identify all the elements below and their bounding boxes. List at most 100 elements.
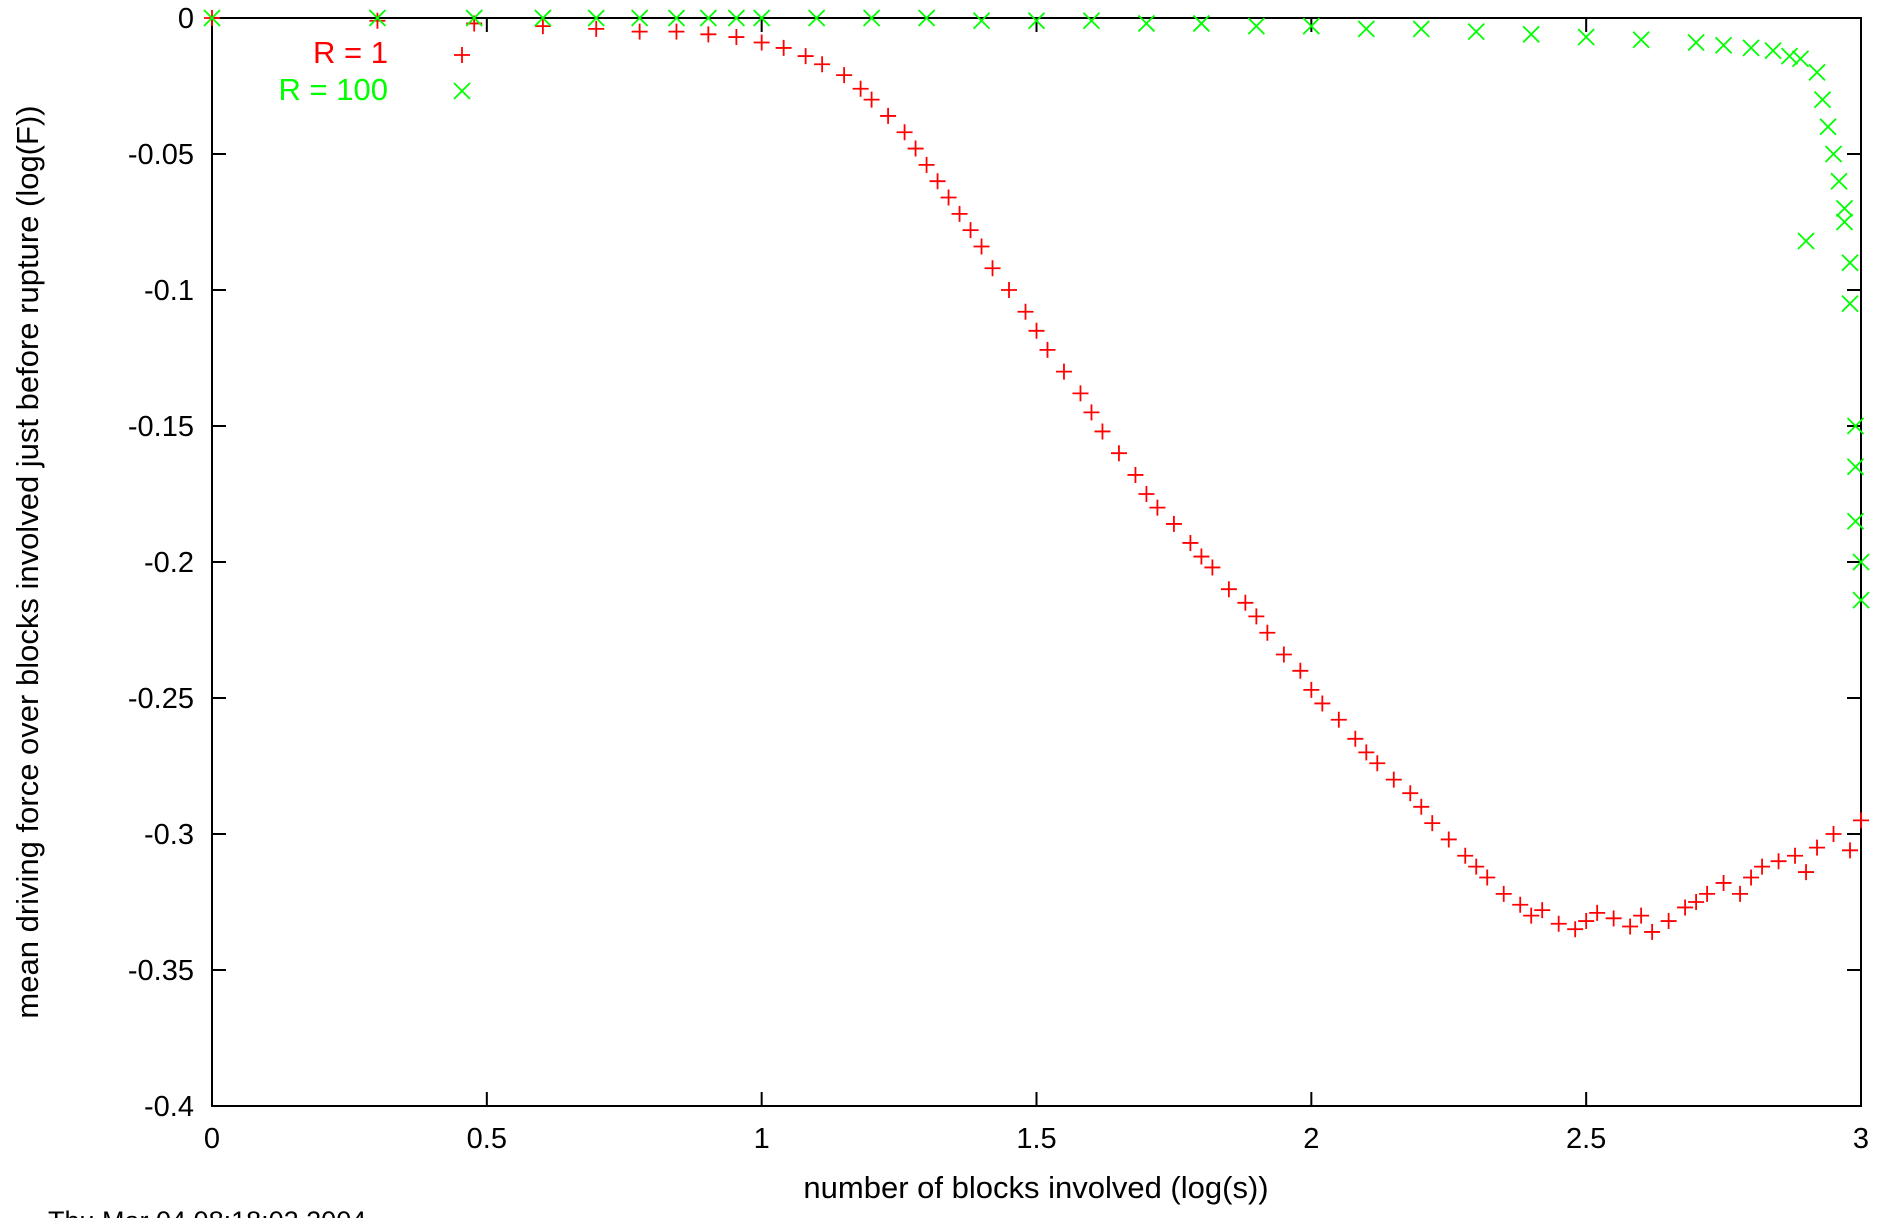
data-point: [1819, 118, 1837, 136]
data-point: [1192, 14, 1211, 33]
data-point: [917, 9, 936, 27]
data-point: [814, 56, 831, 73]
data-point: [1841, 254, 1859, 272]
data-point: [1495, 885, 1512, 902]
y-tick-label: -0.2: [144, 547, 194, 579]
data-point: [1259, 624, 1276, 641]
data-point: [1193, 548, 1210, 565]
data-point: [1534, 902, 1551, 919]
data-point: [1808, 63, 1826, 82]
data-point: [1467, 22, 1485, 41]
legend: R = 1 R = 100: [279, 35, 471, 107]
data-point: [1835, 199, 1854, 218]
data-point: [1369, 755, 1386, 772]
data-point: [534, 18, 551, 35]
data-point: [972, 12, 991, 30]
x-axis-label: number of blocks involved (log(s)): [803, 1170, 1268, 1205]
x-tick-label: 2: [1303, 1123, 1319, 1155]
x-tick-label: 2.5: [1566, 1123, 1606, 1155]
data-point: [1292, 662, 1309, 679]
data-point: [203, 9, 221, 27]
data-point: [1780, 47, 1799, 65]
data-point: [1578, 913, 1595, 930]
data-point: [1715, 874, 1732, 891]
data-point: [1687, 33, 1705, 52]
data-point: [775, 39, 792, 56]
data-point: [1247, 17, 1266, 35]
data-point: [1017, 303, 1034, 320]
data-point: [1567, 921, 1584, 938]
data-point: [918, 156, 935, 173]
data-point: [1632, 31, 1650, 49]
y-axis-label: mean driving force over blocks involved …: [10, 105, 45, 1018]
data-point: [1094, 423, 1111, 440]
plot-frame: [211, 17, 1862, 1107]
data-point: [1770, 853, 1787, 870]
data-point: [1028, 322, 1045, 339]
series-layer: [203, 9, 1870, 940]
data-point: [1797, 232, 1815, 250]
data-point: [1791, 50, 1810, 68]
data-point: [368, 9, 387, 27]
y-tick-label: -0.3: [144, 819, 194, 851]
data-point: [1110, 445, 1127, 462]
data-point: [863, 91, 880, 108]
data-point: [1082, 12, 1101, 30]
data-point: [1001, 282, 1018, 298]
axis-ticks: 0 0.5 1 1.5 2 2.5 3 0 -0.05 -0.1 -0.15 -0.2 -0.25 -0.…: [128, 3, 1869, 1155]
data-point: [1385, 771, 1402, 788]
y-tick-label: -0.35: [128, 955, 194, 987]
data-point: [880, 107, 897, 124]
data-point: [1347, 730, 1364, 747]
legend-label-r1: R = 1: [313, 35, 388, 70]
data-point: [1522, 25, 1540, 43]
data-point: [1182, 534, 1199, 551]
data-point: [852, 80, 869, 97]
x-tick-label: 0.5: [467, 1123, 507, 1155]
data-point: [807, 9, 826, 27]
data-point: [1468, 858, 1485, 875]
data-point: [1027, 12, 1046, 30]
data-point: [631, 9, 649, 27]
data-point: [1237, 594, 1254, 611]
data-point: [862, 9, 881, 27]
data-point: [1248, 608, 1265, 625]
data-point: [1589, 904, 1606, 921]
data-point: [1083, 404, 1100, 421]
data-point: [929, 173, 946, 190]
data-point: [1853, 812, 1869, 829]
data-point: [1688, 894, 1705, 910]
data-point: [1412, 20, 1430, 38]
data-point: [465, 9, 483, 27]
data-point: [728, 29, 745, 46]
y-tick-label: -0.1: [144, 275, 194, 307]
y-tick-label: -0.25: [128, 683, 194, 715]
data-point: [1039, 341, 1056, 358]
data-point: [1732, 885, 1749, 902]
data-point: [727, 9, 746, 27]
data-point: [1314, 695, 1331, 712]
data-point: [1660, 913, 1677, 930]
legend-marker: [453, 82, 471, 100]
data-point: [587, 9, 605, 27]
data-point: [1127, 466, 1144, 483]
data-point: [1357, 20, 1375, 38]
data-point: [1479, 869, 1496, 886]
data-point: [1149, 499, 1166, 516]
data-point: [1402, 785, 1419, 802]
data-point: [699, 9, 717, 27]
data-point: [1358, 744, 1375, 761]
data-point: [1846, 458, 1865, 476]
data-point: [1413, 798, 1430, 815]
x-tick-label: 1: [754, 1123, 770, 1155]
data-point: [1523, 907, 1540, 924]
y-tick-label: 0: [178, 3, 194, 35]
data-point: [1809, 839, 1826, 856]
data-point: [1825, 826, 1842, 842]
data-point: [1072, 385, 1089, 402]
y-tick-label: -0.15: [128, 411, 194, 443]
data-point: [1204, 559, 1221, 576]
data-point: [951, 205, 968, 222]
data-point: [1677, 899, 1694, 916]
footer-timestamp: Thu Mar 04 08:18:02 2004: [48, 1206, 366, 1218]
